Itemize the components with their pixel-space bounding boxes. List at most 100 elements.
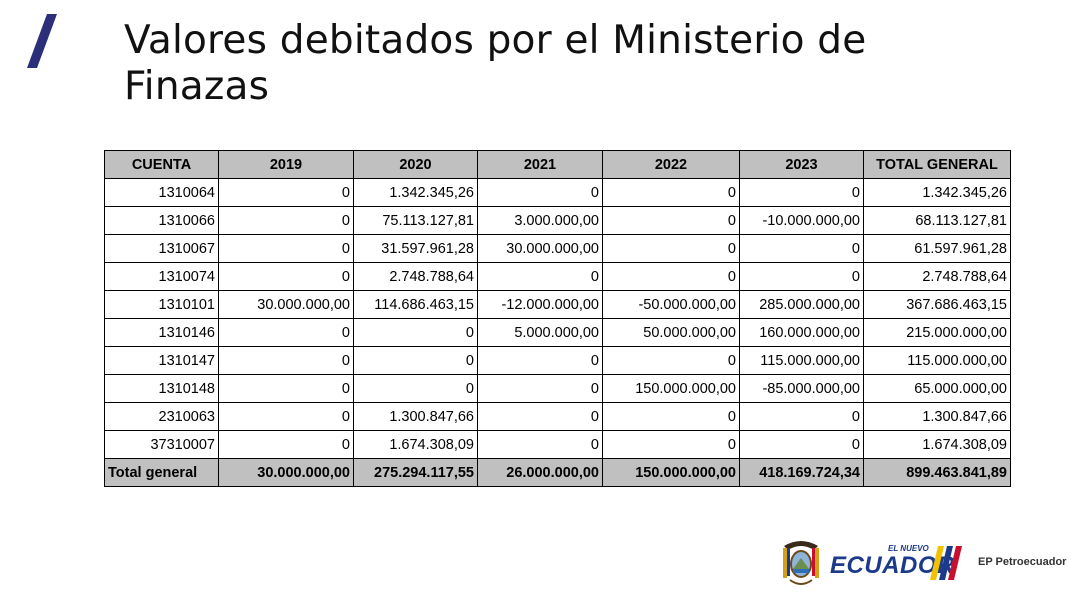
header-2019: 2019 xyxy=(218,150,354,179)
header-2021: 2021 xyxy=(477,150,603,179)
cell-2021: 0 xyxy=(477,374,603,403)
cell-2019: 0 xyxy=(218,346,354,375)
cell-total: 1.674.308,09 xyxy=(863,430,1011,459)
total-2019: 30.000.000,00 xyxy=(218,458,354,487)
cell-2022: 50.000.000,00 xyxy=(602,318,740,347)
table-total-row: Total general 30.000.000,00 275.294.117,… xyxy=(104,458,1011,487)
cell-2020: 114.686.463,15 xyxy=(353,290,478,319)
cell-cuenta: 1310148 xyxy=(104,374,219,403)
slash-logo-icon xyxy=(27,14,57,68)
cell-cuenta: 1310064 xyxy=(104,178,219,207)
cell-total: 68.113.127,81 xyxy=(863,206,1011,235)
cell-2021: 0 xyxy=(477,402,603,431)
ecuador-coat-of-arms-icon xyxy=(783,541,819,585)
cell-2021: 0 xyxy=(477,262,603,291)
cell-2020: 1.342.345,26 xyxy=(353,178,478,207)
cell-2019: 0 xyxy=(218,430,354,459)
cell-2020: 1.674.308,09 xyxy=(353,430,478,459)
page-title: Valores debitados por el Ministerio de F… xyxy=(124,18,867,109)
cell-2023: 0 xyxy=(739,430,864,459)
cell-2022: 0 xyxy=(602,430,740,459)
cell-cuenta: 37310007 xyxy=(104,430,219,459)
cell-cuenta: 1310101 xyxy=(104,290,219,319)
table-row: 1310064 0 1.342.345,26 0 0 0 1.342.345,2… xyxy=(104,178,1011,207)
cell-cuenta: 1310067 xyxy=(104,234,219,263)
cell-cuenta: 1310066 xyxy=(104,206,219,235)
cell-total: 1.342.345,26 xyxy=(863,178,1011,207)
header-cuenta: CUENTA xyxy=(104,150,219,179)
debits-table: CUENTA 2019 2020 2021 2022 2023 TOTAL GE… xyxy=(104,150,1011,487)
cell-total: 115.000.000,00 xyxy=(863,346,1011,375)
header-2023: 2023 xyxy=(739,150,864,179)
table-row: 2310063 0 1.300.847,66 0 0 0 1.300.847,6… xyxy=(104,402,1011,431)
cell-2022: 0 xyxy=(602,234,740,263)
table-row: 1310067 0 31.597.961,28 30.000.000,00 0 … xyxy=(104,234,1011,263)
cell-cuenta: 1310146 xyxy=(104,318,219,347)
cell-total: 65.000.000,00 xyxy=(863,374,1011,403)
cell-2023: 160.000.000,00 xyxy=(739,318,864,347)
cell-2020: 1.300.847,66 xyxy=(353,402,478,431)
cell-2019: 0 xyxy=(218,178,354,207)
cell-2023: 285.000.000,00 xyxy=(739,290,864,319)
cell-cuenta: 1310074 xyxy=(104,262,219,291)
cell-2020: 2.748.788,64 xyxy=(353,262,478,291)
cell-2023: -10.000.000,00 xyxy=(739,206,864,235)
cell-cuenta: 2310063 xyxy=(104,402,219,431)
flag-stripes-icon xyxy=(930,546,962,580)
total-2021: 26.000.000,00 xyxy=(477,458,603,487)
cell-2019: 0 xyxy=(218,262,354,291)
table-header-row: CUENTA 2019 2020 2021 2022 2023 TOTAL GE… xyxy=(104,150,1011,179)
table-row: 1310066 0 75.113.127,81 3.000.000,00 0 -… xyxy=(104,206,1011,235)
cell-2022: 0 xyxy=(602,262,740,291)
cell-2020: 75.113.127,81 xyxy=(353,206,478,235)
cell-total: 367.686.463,15 xyxy=(863,290,1011,319)
cell-2019: 0 xyxy=(218,318,354,347)
total-general: 899.463.841,89 xyxy=(863,458,1011,487)
cell-2023: -85.000.000,00 xyxy=(739,374,864,403)
cell-2023: 0 xyxy=(739,234,864,263)
total-2020: 275.294.117,55 xyxy=(353,458,478,487)
brand-small-text: EL NUEVO xyxy=(888,544,929,553)
cell-2023: 0 xyxy=(739,402,864,431)
cell-2020: 0 xyxy=(353,374,478,403)
cell-total: 2.748.788,64 xyxy=(863,262,1011,291)
table-row: 1310074 0 2.748.788,64 0 0 0 2.748.788,6… xyxy=(104,262,1011,291)
cell-2022: 0 xyxy=(602,178,740,207)
cell-2021: 30.000.000,00 xyxy=(477,234,603,263)
header-2020: 2020 xyxy=(353,150,478,179)
cell-2019: 0 xyxy=(218,374,354,403)
total-label: Total general xyxy=(104,458,219,487)
total-2023: 418.169.724,34 xyxy=(739,458,864,487)
cell-2022: -50.000.000,00 xyxy=(602,290,740,319)
cell-2020: 0 xyxy=(353,318,478,347)
header-2022: 2022 xyxy=(602,150,740,179)
table-row: 1310101 30.000.000,00 114.686.463,15 -12… xyxy=(104,290,1011,319)
total-2022: 150.000.000,00 xyxy=(602,458,740,487)
cell-2022: 150.000.000,00 xyxy=(602,374,740,403)
cell-2021: -12.000.000,00 xyxy=(477,290,603,319)
table-row: 1310146 0 0 5.000.000,00 50.000.000,00 1… xyxy=(104,318,1011,347)
cell-total: 215.000.000,00 xyxy=(863,318,1011,347)
cell-2021: 0 xyxy=(477,346,603,375)
cell-2022: 0 xyxy=(602,402,740,431)
table-row: 37310007 0 1.674.308,09 0 0 0 1.674.308,… xyxy=(104,430,1011,459)
table-row: 1310148 0 0 0 150.000.000,00 -85.000.000… xyxy=(104,374,1011,403)
cell-cuenta: 1310147 xyxy=(104,346,219,375)
cell-2021: 0 xyxy=(477,178,603,207)
cell-2019: 0 xyxy=(218,234,354,263)
header-total-general: TOTAL GENERAL xyxy=(863,150,1011,179)
cell-2023: 0 xyxy=(739,262,864,291)
cell-2021: 0 xyxy=(477,430,603,459)
table-body: 1310064 0 1.342.345,26 0 0 0 1.342.345,2… xyxy=(104,178,1011,487)
cell-2019: 30.000.000,00 xyxy=(218,290,354,319)
cell-2019: 0 xyxy=(218,206,354,235)
cell-2020: 0 xyxy=(353,346,478,375)
cell-2019: 0 xyxy=(218,402,354,431)
company-name: EP Petroecuador xyxy=(978,556,1067,568)
table-row: 1310147 0 0 0 0 115.000.000,00 115.000.0… xyxy=(104,346,1011,375)
cell-2021: 5.000.000,00 xyxy=(477,318,603,347)
cell-2022: 0 xyxy=(602,346,740,375)
debits-table-wrapper: CUENTA 2019 2020 2021 2022 2023 TOTAL GE… xyxy=(104,150,1011,487)
cell-total: 1.300.847,66 xyxy=(863,402,1011,431)
cell-2020: 31.597.961,28 xyxy=(353,234,478,263)
